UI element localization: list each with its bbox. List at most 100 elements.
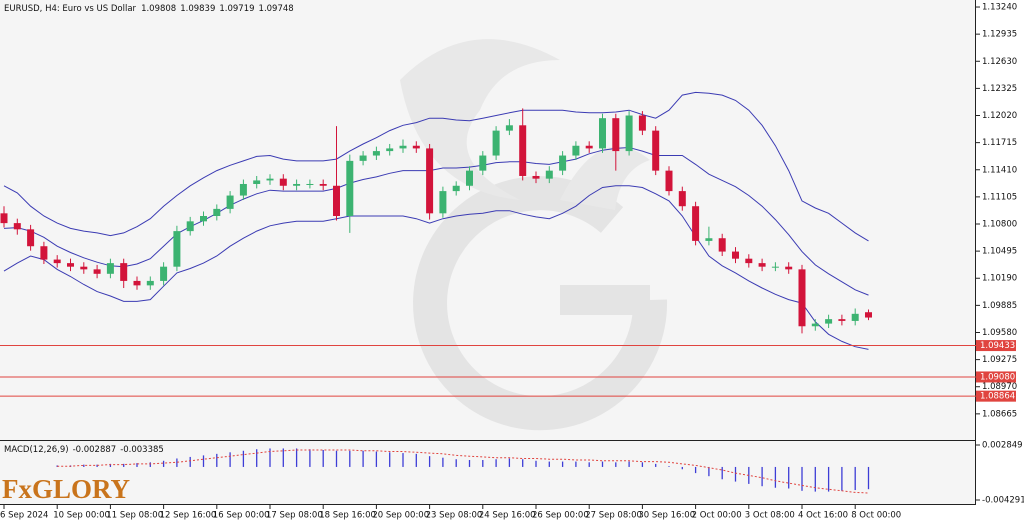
candle-body [678,191,686,207]
chart-header: EURUSD, H4: Euro vs US Dollar 1.09808 1.09… [4,4,294,14]
last-close: 1.09748 [259,4,294,14]
x-tick-label: 8 Oct 00:00 [851,511,901,521]
last-open: 1.09808 [141,4,176,14]
x-tick-label: 4 Oct 16:00 [798,511,848,521]
candle-body [745,258,753,264]
y-tick-label: 1.09275 [982,355,1017,365]
candle-body [625,115,633,152]
x-tick-label: 27 Sep 08:00 [585,511,642,521]
x-tick-label: 2 Oct 00:00 [692,511,742,521]
y-tick-label: 1.09885 [982,301,1017,311]
candle-body [559,155,567,171]
candle-body [213,208,221,216]
x-tick-label: 10 Sep 00:00 [53,511,110,521]
candle-body [306,183,314,185]
y-tick-label: 1.11105 [982,192,1017,202]
y-tick-label: 1.12325 [982,84,1017,94]
candle-body [732,251,739,259]
price-level-label: 1.08864 [980,392,1015,402]
candle-body [466,170,473,186]
candle-body [718,238,726,252]
candle-body [200,215,207,222]
candle-body [798,269,806,327]
y-tick-label: 0.002849 [982,440,1023,450]
candle-body [226,195,234,209]
candle-body [771,266,779,268]
last-high: 1.09839 [180,4,215,14]
candle-body [93,269,101,274]
y-tick-label: 1.13240 [982,3,1017,13]
x-tick-label: 11 Sep 08:00 [106,511,163,521]
candle-body [346,160,354,216]
candle-body [13,223,21,230]
y-tick-label: 1.08970 [982,382,1017,392]
macd-header: MACD(12,26,9) -0.002887 -0.003385 [4,445,164,455]
candle-body [412,145,420,149]
y-tick-label: 1.10190 [982,274,1017,284]
y-tick-label: 1.11410 [982,165,1017,175]
candle-body [333,185,340,216]
y-tick-label: 1.08665 [982,409,1017,419]
logo: FxGLORY [2,474,130,504]
candle-body [279,178,287,186]
candle-body [572,145,580,156]
x-tick-label: 20 Sep 00:00 [372,511,429,521]
candle-body [492,130,500,156]
candle-body [239,183,247,196]
watermark-flame [400,39,560,200]
x-tick-label: 23 Sep 08:00 [426,511,483,521]
candle-body [532,175,540,179]
candle-body [825,319,833,324]
candle-body [865,312,872,318]
signal-last: -0.003385 [120,445,164,455]
candle-body [505,125,513,131]
y-tick-label: 1.12020 [982,111,1017,121]
candle-body [599,118,606,149]
watermark [400,39,668,431]
x-tick-label: 26 Sep 00:00 [532,511,589,521]
candle-body [0,213,8,224]
candle-body [106,263,114,274]
x-tick-label: 3 Oct 08:00 [745,511,795,521]
candle-body [160,266,168,281]
candle-body [705,238,713,241]
symbol-title: EURUSD, H4: Euro vs US Dollar [4,4,137,14]
candle-body [133,280,141,286]
candle-body [319,183,327,186]
price-level-label: 1.09433 [980,341,1015,351]
candle-body [53,259,61,264]
macd-title: MACD(12,26,9) [4,445,69,455]
candle-body [80,266,88,270]
candle-body [40,246,48,260]
candle-body [838,319,846,321]
candle-body [386,148,394,152]
bollinger-band [3,146,869,296]
candle-body [439,191,447,214]
candle-body [372,151,380,156]
candle-body [612,118,620,152]
y-tick-label: 1.09580 [982,328,1017,338]
price-level-tag [976,371,1016,383]
candle-body [785,266,793,270]
price-level-label: 1.09080 [980,372,1015,382]
y-tick-label: -0.004291 [982,496,1024,506]
candle-body [665,170,673,192]
candle-body [146,280,154,286]
bollinger-band [3,185,869,350]
candle-body [173,231,181,267]
x-tick-label: 17 Sep 08:00 [266,511,323,521]
x-tick-label: 6 Sep 2024 [0,511,48,521]
candle-body [851,313,859,321]
y-tick-label: 1.12630 [982,57,1017,67]
candle-body [545,170,553,179]
candle-body [67,263,74,267]
candle-body [519,125,527,176]
y-tick-label: 1.12935 [982,30,1017,40]
y-tick-label: 1.11715 [982,138,1017,148]
candle-body [253,180,261,184]
candle-body [692,206,700,241]
candle-body [758,263,766,267]
x-tick-label: 18 Sep 16:00 [319,511,376,521]
x-tick-label: 12 Sep 16:00 [160,511,217,521]
